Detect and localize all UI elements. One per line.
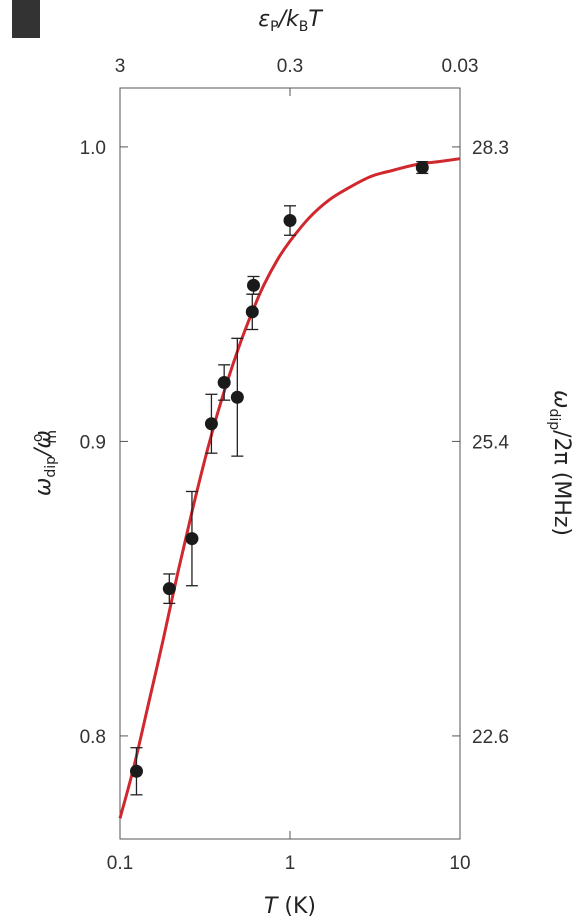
x-tick-label: 0.1 bbox=[107, 853, 133, 874]
data-point bbox=[217, 364, 231, 401]
data-marker bbox=[247, 278, 261, 292]
data-point bbox=[185, 490, 199, 587]
right-tick-label: 28.3 bbox=[472, 138, 509, 159]
top-tick-label: 0.03 bbox=[442, 56, 479, 77]
data-marker bbox=[185, 532, 199, 546]
top-axis-title: εP/kBT bbox=[258, 7, 323, 35]
data-marker bbox=[204, 417, 218, 431]
y-axis-right: 22.6 25.4 28.3 bbox=[452, 138, 509, 748]
data-point bbox=[283, 205, 297, 236]
y-tick-label: 0.9 bbox=[80, 432, 106, 453]
x-axis-bottom: 0.1 1 10 bbox=[107, 831, 471, 874]
y-axis-title: ωdip/ωom bbox=[30, 430, 60, 496]
right-tick-label: 22.6 bbox=[472, 727, 509, 748]
x-tick-label: 10 bbox=[449, 853, 470, 874]
data-marker bbox=[129, 764, 143, 778]
top-tick-label: 3 bbox=[115, 56, 126, 77]
corner-mark bbox=[12, 0, 40, 38]
y-axis-left: 0.8 0.9 1.0 bbox=[80, 138, 128, 748]
x-axis-title: T (K) bbox=[264, 894, 316, 919]
x-axis-top: 3 0.3 0.03 bbox=[115, 56, 479, 96]
right-axis-title: ωdip/2π (MHz) bbox=[546, 390, 574, 536]
data-point bbox=[129, 747, 143, 796]
data-marker bbox=[217, 376, 231, 390]
data-marker bbox=[283, 214, 297, 228]
data-point bbox=[230, 337, 244, 457]
data-marker bbox=[162, 582, 176, 596]
plot-frame bbox=[119, 87, 461, 840]
right-tick-label: 25.4 bbox=[472, 432, 509, 453]
data-point bbox=[204, 393, 218, 454]
data-point bbox=[415, 160, 429, 175]
fit-curve bbox=[118, 157, 461, 819]
y-tick-label: 1.0 bbox=[80, 138, 106, 159]
data-point bbox=[162, 573, 176, 605]
data-marker bbox=[230, 390, 244, 404]
data-point bbox=[247, 275, 261, 295]
top-tick-label: 0.3 bbox=[277, 56, 303, 77]
data-points bbox=[129, 160, 429, 796]
data-marker bbox=[415, 161, 429, 175]
y-tick-label: 0.8 bbox=[80, 727, 106, 748]
x-tick-label: 1 bbox=[285, 853, 296, 874]
data-marker bbox=[245, 305, 259, 319]
